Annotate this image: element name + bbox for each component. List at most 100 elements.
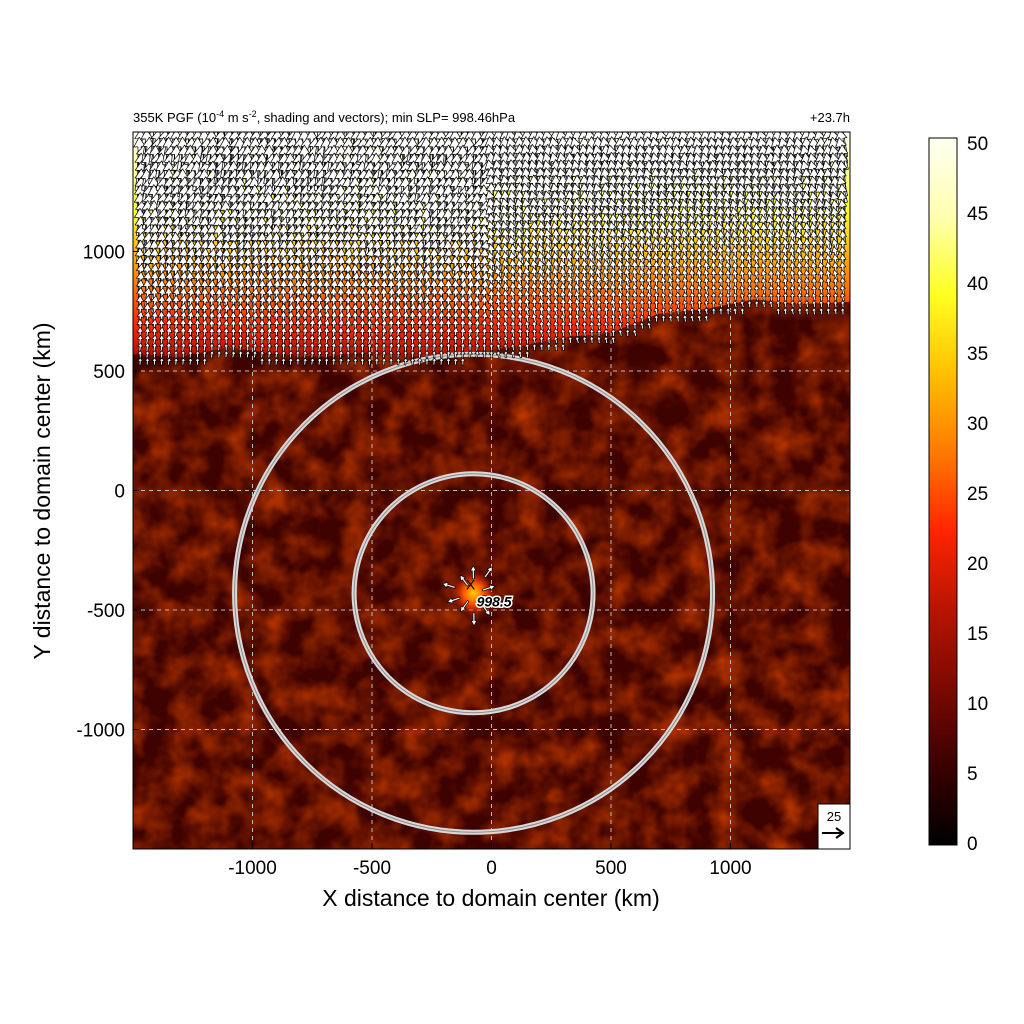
reference-vector-box: 25 [817,803,851,850]
vector-arrow [395,334,402,346]
vector-arrow [718,307,724,316]
vector-arrow [424,357,430,366]
vector-arrow [603,336,609,344]
y-tick-label: -1000 [76,721,125,742]
vector-arrow [165,342,172,352]
vector-arrow [409,342,416,352]
vector-arrow [624,328,631,337]
vector-arrow [782,307,789,316]
vector-arrow [388,334,395,346]
vector-arrow [359,357,366,366]
vector-arrow [143,302,152,320]
vector-arrow [789,307,796,316]
vector-arrow [230,350,237,359]
vector-arrow [703,314,710,323]
vector-arrow [402,357,409,366]
vector-arrow [223,335,230,345]
vector-arrow [302,350,308,359]
vector-arrow [316,357,323,366]
vector-arrow [330,334,337,346]
vector-arrow [280,350,287,359]
vector-arrow [459,342,466,352]
vector-arrow [302,342,309,352]
vector-arrow [144,357,151,366]
vector-arrow [789,292,796,302]
vector-arrow [208,334,215,345]
vector-arrow [710,299,717,309]
vector-arrow [603,321,609,331]
vector-arrow [345,342,352,352]
vector-arrow [474,350,480,359]
vector-arrow [323,342,330,352]
x-tick-label: 0 [486,858,497,879]
vector-arrow [424,350,430,359]
vector-arrow [560,336,566,344]
colorbar-tick-label: 10 [967,694,988,715]
vector-arrow [553,343,559,352]
vector-arrow [596,328,602,337]
vector-arrow [632,321,638,330]
vector-arrow [610,328,617,337]
vector-arrow [442,582,456,589]
vector-arrow [546,343,552,351]
vector-arrow [187,350,194,359]
plot-area [133,132,850,849]
vector-arrow [194,350,201,359]
vector-arrow [172,326,180,340]
vector-arrow [187,342,194,352]
vector-arrow [402,342,409,352]
vector-arrow [423,302,431,320]
vector-arrow [667,314,674,323]
vector-arrow [797,300,803,309]
vector-arrow [323,357,330,366]
vector-arrow [818,307,825,316]
vector-arrow [259,350,265,359]
vector-arrow [746,292,753,302]
vector-arrow [732,300,738,309]
vector-arrow [438,357,445,366]
vector-arrow [345,357,351,366]
vector-arrow [401,302,410,320]
x-tick-label: -1000 [228,858,277,879]
vector-arrow [424,342,430,352]
vector-arrow [531,335,538,345]
vector-arrow [459,574,469,587]
vector-arrow [775,292,782,302]
vector-arrow [409,357,416,366]
vector-arrow [431,350,437,359]
vector-arrow [223,343,229,352]
vector-arrow [352,342,359,352]
vector-arrow [696,299,703,309]
vector-arrow [381,357,387,366]
vector-arrow [840,307,846,316]
vector-arrow [452,350,459,359]
vector-arrow [482,594,496,602]
vector-arrow [546,336,552,344]
vector-arrow [137,350,143,359]
vector-arrow [746,300,753,308]
vector-arrow [316,334,323,346]
vector-arrow [646,314,652,323]
vector-arrow [445,357,452,366]
colorbar-tick-label: 20 [967,554,988,575]
vector-arrow [474,334,481,346]
vector-arrow [832,307,839,316]
vector-arrow [574,336,581,344]
vector-arrow [825,307,832,316]
vector-arrow [653,314,660,323]
colorbar-tick-label: 40 [967,274,988,295]
vector-arrow [352,350,359,359]
vector-arrow [322,302,331,320]
vector-arrow [366,334,373,346]
vector-arrow [775,307,782,316]
vector-arrow [194,342,201,352]
y-tick-label: -500 [87,601,125,622]
vector-arrow [754,300,760,308]
vector-arrow [417,350,423,359]
y-axis-label: Y distance to domain center (km) [29,322,55,659]
vector-arrow [158,350,165,359]
vector-arrow [632,314,638,323]
vector-arrow [309,342,316,352]
vector-arrow [674,299,681,309]
vector-arrow [646,306,653,316]
